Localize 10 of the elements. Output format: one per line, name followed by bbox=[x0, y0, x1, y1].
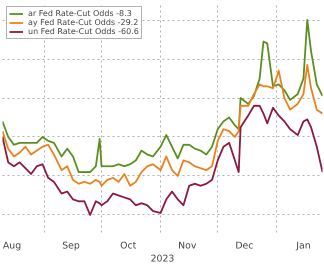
x-tick-label: Aug bbox=[2, 240, 22, 252]
legend-label: un Fed Rate-Cut Odds -60.6 bbox=[28, 27, 139, 36]
x-tick-label: Nov bbox=[178, 240, 197, 252]
legend-label: ay Fed Rate-Cut Odds -29.2 bbox=[28, 18, 138, 27]
x-axis-title: 2023 bbox=[150, 254, 174, 264]
legend-label: ar Fed Rate-Cut Odds -8.3 bbox=[28, 9, 132, 18]
x-tick-label: Dec bbox=[235, 240, 254, 252]
x-tick-label: Jan bbox=[295, 240, 311, 252]
x-tick-label: Oct bbox=[120, 240, 137, 252]
x-tick-label: Sep bbox=[62, 240, 80, 252]
